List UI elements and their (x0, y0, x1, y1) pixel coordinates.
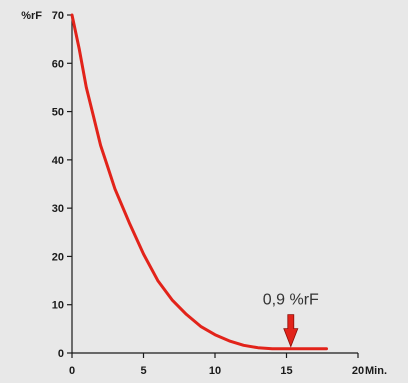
series-line (70, 13, 328, 351)
x-tick-label: 0 (69, 365, 75, 377)
annotation: 0,9 %rF (263, 292, 319, 348)
axes (67, 14, 359, 358)
y-tick-label: 20 (52, 251, 64, 263)
x-tick-label: 15 (280, 365, 292, 377)
annotation-label: 0,9 %rF (263, 292, 319, 309)
x-tick-label: 5 (140, 365, 146, 377)
y-unit-label: %rF (21, 10, 42, 22)
x-unit-label: Min. (365, 365, 387, 377)
y-tick-label: 30 (52, 203, 64, 215)
annotation-arrow (283, 314, 299, 348)
tick-labels: 0 10 20 30 40 50 60 70 0 5 10 15 20 (52, 10, 364, 377)
y-tick-label: 50 (52, 107, 64, 119)
y-tick-label: 0 (58, 348, 64, 360)
y-tick-label: 10 (52, 300, 64, 312)
y-tick-label: 70 (52, 10, 64, 22)
y-tick-label: 40 (52, 155, 64, 167)
x-tick-label: 10 (209, 365, 221, 377)
x-tick-label: 20 (352, 365, 364, 377)
y-tick-label: 60 (52, 58, 64, 70)
